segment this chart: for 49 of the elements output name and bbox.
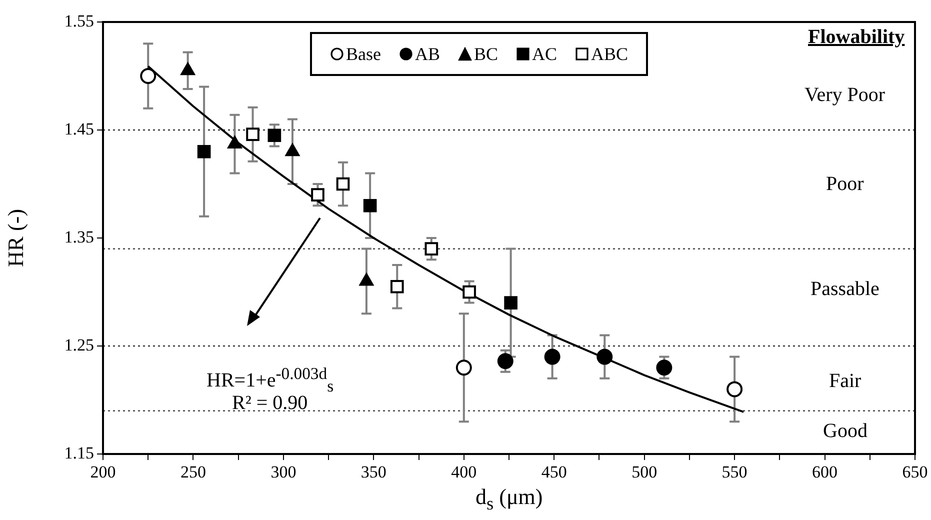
y-axis-title: HR (-) bbox=[2, 208, 28, 268]
point bbox=[544, 348, 560, 365]
point bbox=[504, 296, 518, 310]
y-tick-label: 1.55 bbox=[64, 11, 94, 30]
point bbox=[336, 177, 350, 191]
point bbox=[311, 188, 324, 202]
point bbox=[462, 285, 476, 299]
annotation: Very Poor bbox=[804, 84, 886, 107]
point bbox=[268, 128, 282, 142]
x-tick-label: 300 bbox=[270, 462, 296, 482]
annotation: Flowability bbox=[808, 26, 905, 49]
point bbox=[726, 381, 743, 398]
y-tick-label: 1.25 bbox=[64, 335, 94, 354]
point bbox=[497, 353, 514, 370]
x-tick-label: 250 bbox=[180, 462, 206, 482]
annotation: R² = 0.90 bbox=[232, 392, 308, 415]
legend-label: Base bbox=[346, 44, 381, 64]
point bbox=[285, 144, 300, 156]
x-tick-label: 500 bbox=[632, 462, 658, 482]
annotation: Fair bbox=[829, 370, 862, 393]
point bbox=[656, 360, 672, 376]
x-axis-title: d$_{s}$ (μm) bbox=[476, 484, 543, 514]
x-tick-label: 450 bbox=[541, 462, 567, 482]
point bbox=[246, 128, 260, 141]
point bbox=[596, 348, 613, 365]
y-tick-label: 1.15 bbox=[64, 443, 94, 462]
point bbox=[363, 198, 377, 212]
annotation: Passable bbox=[810, 278, 880, 301]
x-tick-label: 600 bbox=[812, 462, 838, 482]
x-tick-label: 400 bbox=[451, 462, 477, 482]
y-tick-label: 1.35 bbox=[64, 227, 94, 246]
x-tick-label: 350 bbox=[360, 462, 386, 482]
point bbox=[197, 144, 211, 158]
point bbox=[140, 68, 156, 84]
legend-label: AC bbox=[532, 44, 558, 64]
x-tick-label: 650 bbox=[902, 462, 928, 482]
x-tick-label: 200 bbox=[90, 462, 116, 482]
point bbox=[390, 280, 404, 294]
point bbox=[180, 62, 195, 76]
legend-label: ABC bbox=[591, 44, 628, 64]
legend-label: AB bbox=[415, 44, 440, 64]
x-tick-label: 550 bbox=[722, 462, 748, 482]
point bbox=[228, 136, 242, 149]
point bbox=[456, 360, 472, 376]
legend-label: BC bbox=[474, 44, 498, 64]
y-tick-label: 1.45 bbox=[64, 119, 94, 138]
point bbox=[424, 242, 438, 256]
annotation: Poor bbox=[826, 173, 864, 196]
annotation: Good bbox=[823, 420, 868, 443]
